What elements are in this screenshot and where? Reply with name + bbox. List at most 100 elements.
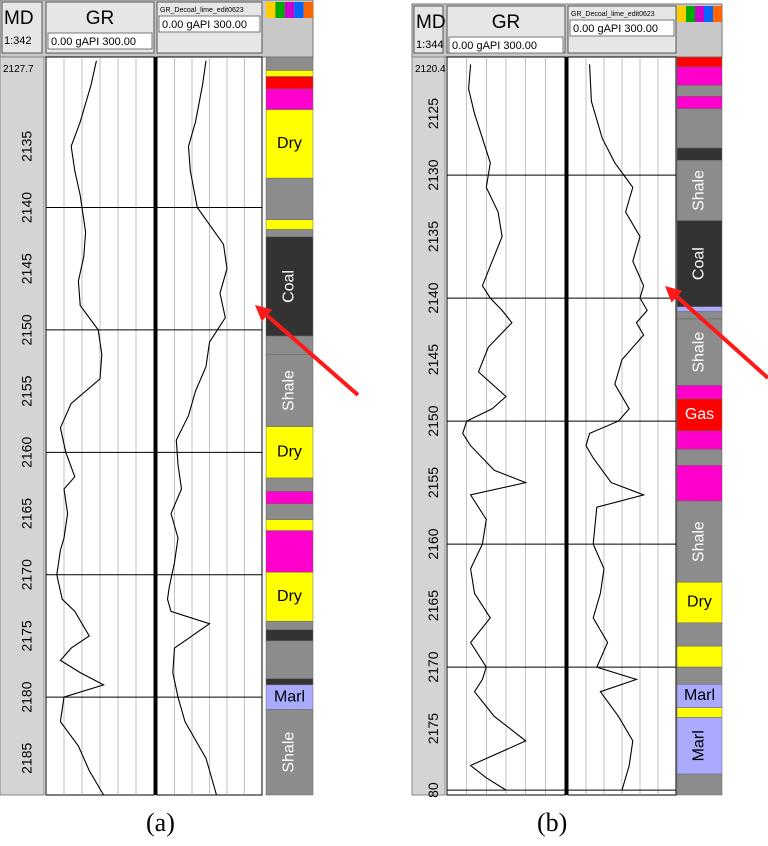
lith-icon-swatch bbox=[704, 6, 713, 22]
depth-tick-label: 2135 bbox=[425, 221, 441, 252]
lith-interval-dry bbox=[265, 219, 314, 230]
gr-curve-1 bbox=[56, 60, 106, 796]
lith-interval-gas bbox=[676, 398, 723, 432]
depth-tick-label: 2185 bbox=[19, 743, 35, 774]
gr2-scale-box bbox=[569, 19, 675, 37]
depth-tick-label: 2150 bbox=[19, 314, 35, 345]
lith-interval-shale bbox=[265, 503, 314, 520]
md-track bbox=[411, 56, 446, 796]
lith-interval-lime bbox=[265, 88, 314, 110]
caption-a: (a) bbox=[146, 808, 175, 837]
red-arrow-shaft bbox=[265, 314, 360, 397]
depth-tick-label: 2165 bbox=[19, 498, 35, 529]
lith-interval-lime bbox=[676, 430, 723, 450]
lith-icon-swatch bbox=[303, 2, 313, 18]
lith-interval-lime bbox=[676, 465, 723, 502]
lith-interval-shale bbox=[265, 177, 314, 221]
gr2-title: GR_Decoal_lime_edit0623 bbox=[571, 11, 655, 18]
lith-interval-shale bbox=[676, 666, 723, 685]
lith-label-gas: Gas bbox=[685, 406, 714, 423]
lith-icon-swatch bbox=[713, 6, 722, 22]
lith-interval-dry bbox=[676, 707, 723, 718]
lith-interval-coal bbox=[265, 678, 314, 686]
lith-interval-dry bbox=[265, 70, 314, 77]
md-scale: 1:342 bbox=[4, 35, 32, 47]
depth-top-label: 2127.7 bbox=[3, 64, 34, 75]
gr2-scale: 0.00 gAPI 300.00 bbox=[162, 19, 247, 31]
gr-scale-box bbox=[448, 36, 564, 54]
lith-icon-swatch bbox=[266, 2, 276, 18]
lith-interval-marl bbox=[676, 717, 723, 775]
lith-label-marl: Marl bbox=[274, 688, 305, 705]
log-header: MD 1:344 GR 0.00 gAPI 300.00 GR_Decoal_lime_… bbox=[411, 3, 723, 58]
md-header-box bbox=[413, 5, 444, 54]
lith-interval-shale bbox=[676, 773, 723, 796]
depth-tick-label: 2170 bbox=[19, 559, 35, 590]
lith-interval-shale bbox=[265, 56, 314, 71]
gr2-scale-box bbox=[158, 15, 261, 33]
gr-scale: 0.00 gAPI 300.00 bbox=[51, 36, 136, 48]
caption-b: (b) bbox=[537, 808, 568, 837]
log-panel-a: MD 1:342 GR 0.00 gAPI 300.00 GR_Decoal_lime_… bbox=[0, 0, 360, 796]
lith-label-dry: Dry bbox=[277, 588, 302, 605]
lith-label-shale: Shale bbox=[691, 170, 708, 211]
lith-icon-swatch bbox=[294, 2, 304, 18]
lith-label-dry: Dry bbox=[687, 594, 712, 611]
log-body: 2125 2130 2135 2140 2145 2150 2155 2160 2165 2170… bbox=[411, 56, 723, 798]
log-panel-b: MD 1:344 GR 0.00 gAPI 300.00 GR_Decoal_lime_… bbox=[411, 3, 768, 798]
depth-tick-label: 2160 bbox=[19, 437, 35, 468]
lith-interval-marl bbox=[265, 684, 314, 710]
lith-interval-shale bbox=[265, 640, 314, 679]
lith-label-coal: Coal bbox=[281, 270, 298, 303]
lith-label-shale: Shale bbox=[281, 370, 298, 411]
gr-curve-2 bbox=[166, 60, 228, 796]
depth-tick-label: 2170 bbox=[425, 651, 441, 682]
lith-interval-coal bbox=[265, 629, 314, 642]
lithology-column-icon bbox=[266, 2, 313, 18]
gr-title: GR bbox=[86, 8, 115, 29]
lith-label-marl: Marl bbox=[684, 687, 715, 704]
md-scale: 1:344 bbox=[416, 39, 444, 51]
depth-tick-label: 2145 bbox=[425, 344, 441, 375]
lith-interval-gas bbox=[676, 56, 723, 68]
log-body: 2135 2140 2145 2150 2155 2160 2165 2170 2175 2180… bbox=[0, 56, 314, 796]
depth-tick-label: 2175 bbox=[425, 713, 441, 744]
gr-scale-box bbox=[47, 32, 153, 50]
lith-interval-shale bbox=[676, 622, 723, 647]
lith-interval-shale bbox=[676, 160, 723, 221]
gr-scale: 0.00 gAPI 300.00 bbox=[452, 40, 537, 52]
lith-interval-lime bbox=[265, 530, 314, 573]
lith-label-marl: Marl bbox=[691, 730, 708, 761]
lith-interval-dry bbox=[265, 109, 314, 179]
lith-interval-dry bbox=[265, 572, 314, 622]
depth-tick-label: 2135 bbox=[19, 131, 35, 162]
gr-title: GR bbox=[492, 12, 521, 33]
lith-interval-coal bbox=[676, 147, 723, 161]
lith-icon-swatch bbox=[284, 2, 295, 18]
lith-interval-shale bbox=[265, 620, 314, 631]
gr2-title: GR_Decoal_lime_edit0623 bbox=[160, 7, 244, 14]
depth-tick-label: 2160 bbox=[425, 528, 441, 559]
lith-label-dry: Dry bbox=[277, 444, 302, 461]
log-header: MD 1:342 GR 0.00 gAPI 300.00 GR_Decoal_lime_… bbox=[0, 0, 314, 58]
lithology-column-icon bbox=[677, 6, 722, 22]
lith-interval-gas bbox=[265, 76, 314, 90]
md-title: MD bbox=[416, 12, 446, 33]
gr2-scale: 0.00 gAPI 300.00 bbox=[573, 23, 658, 35]
depth-tick-label: 2130 bbox=[425, 159, 441, 190]
red-arrow-head bbox=[255, 305, 273, 322]
depth-tick-label: 2140 bbox=[19, 192, 35, 223]
lith-interval-shale bbox=[676, 85, 723, 97]
lithology-column: Dry Coal Shale Dry Dry Marl Shale bbox=[265, 56, 314, 796]
lith-interval-shale bbox=[676, 500, 723, 583]
lith-interval-shale bbox=[676, 449, 723, 466]
depth-tick-label: 2175 bbox=[19, 620, 35, 651]
lith-label-shale: Shale bbox=[281, 732, 298, 773]
depth-tick-label: 2150 bbox=[425, 405, 441, 436]
lith-icon-swatch bbox=[695, 6, 704, 22]
lith-interval-dry bbox=[676, 645, 723, 668]
depth-top-label: 2120.4 bbox=[415, 64, 446, 75]
lith-icon-swatch bbox=[686, 6, 695, 22]
gr-curve-2 bbox=[585, 64, 648, 791]
